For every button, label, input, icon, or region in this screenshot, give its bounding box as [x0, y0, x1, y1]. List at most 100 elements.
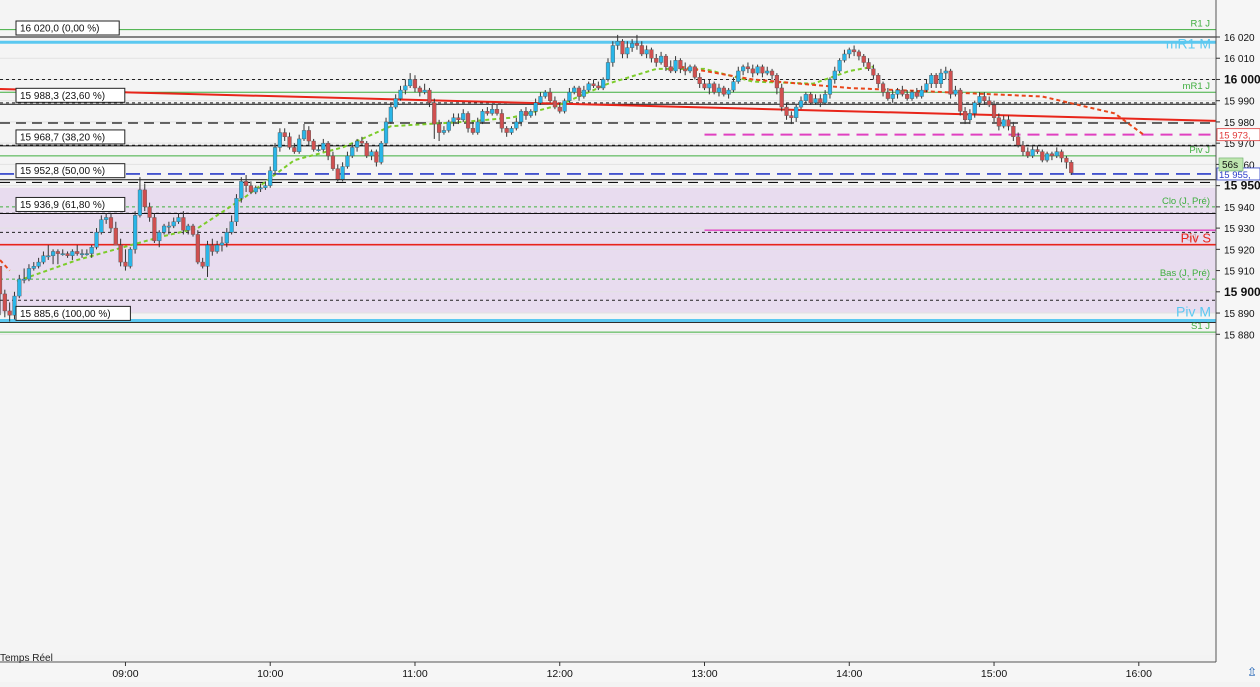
fib-label-box — [15, 129, 126, 145]
candle-body — [84, 253, 89, 255]
fib-label: 15 968,7 (38,20 %) — [20, 132, 105, 143]
candle-body — [562, 100, 567, 112]
candle-body — [258, 187, 263, 190]
candle-body — [306, 130, 311, 142]
candle-body — [1064, 157, 1069, 163]
candle-body — [1045, 153, 1050, 161]
candle-body — [89, 247, 94, 254]
candle-body — [543, 92, 548, 97]
candle-body — [769, 70, 775, 76]
countdown-label: 56s — [1222, 160, 1238, 171]
candle-body — [108, 217, 114, 229]
candle-body — [219, 242, 225, 246]
candle-body — [726, 89, 731, 95]
candle-body — [895, 89, 900, 95]
price-axis-panel — [1216, 0, 1260, 682]
y-tick-label: 15 950 — [1224, 179, 1260, 193]
green-level-label: Piv J — [1189, 145, 1210, 156]
candle-body — [634, 43, 640, 46]
candle-body — [398, 89, 403, 99]
candle-body — [393, 98, 398, 108]
candle-body — [374, 151, 379, 163]
candle-body — [104, 217, 109, 220]
candle-body — [157, 232, 162, 242]
candle-body — [354, 140, 360, 148]
candle-body — [321, 142, 326, 150]
candle-body — [118, 244, 123, 263]
pivm-label: Piv M — [1176, 303, 1211, 319]
candle-body — [248, 185, 254, 193]
candle-body — [610, 45, 615, 63]
candle-body — [639, 45, 644, 55]
candle-body — [871, 68, 876, 76]
candle-body — [818, 98, 823, 104]
candle-body — [741, 66, 746, 72]
candle-body — [263, 185, 268, 188]
candle-body — [784, 106, 789, 116]
candle-body — [827, 79, 833, 95]
candle-body — [779, 87, 784, 108]
candle-body — [422, 89, 427, 93]
candle-body — [900, 89, 905, 95]
candle-body — [335, 168, 340, 180]
x-tick-label: 10:00 — [257, 668, 283, 680]
candle-body — [244, 181, 249, 186]
candle-body — [755, 66, 760, 74]
candle-body — [962, 111, 968, 121]
fib-label-box — [15, 87, 126, 103]
candle-body — [480, 111, 485, 123]
candle-body — [147, 206, 152, 218]
candle-body — [591, 83, 596, 87]
candle-body — [475, 121, 480, 133]
candle-body — [958, 89, 963, 112]
candle-body — [552, 100, 558, 108]
candle-body — [509, 128, 514, 133]
candle-body — [514, 121, 519, 129]
candle-body — [55, 251, 60, 254]
scroll-up-icon[interactable]: ⇫ — [1247, 665, 1257, 679]
candle-body — [432, 102, 437, 125]
pivs-label: Piv S — [1181, 231, 1212, 246]
candle-body — [967, 113, 972, 121]
y-tick-label: 15 880 — [1224, 330, 1255, 341]
candle-body — [504, 128, 509, 133]
candle-body — [36, 261, 41, 267]
plot-background — [0, 0, 1216, 655]
candle-body — [75, 251, 80, 254]
candle-body — [22, 278, 27, 281]
candle-body — [239, 181, 244, 199]
candle-body — [412, 79, 418, 89]
candle-body — [408, 79, 413, 87]
candle-body — [760, 66, 765, 74]
candle-body — [808, 94, 813, 104]
y-tick-label: 16 010 — [1224, 54, 1255, 65]
candle-body — [133, 215, 138, 250]
fib-label: 15 988,3 (23,60 %) — [20, 91, 105, 102]
candle-body — [581, 89, 586, 97]
candle-body — [451, 117, 456, 123]
candle-body — [538, 96, 543, 104]
candle-body — [605, 62, 611, 80]
y-tick-label: 15 990 — [1224, 97, 1255, 108]
candle-body — [934, 75, 939, 84]
candle-body — [909, 92, 915, 99]
candle-body — [572, 87, 577, 93]
candle-body — [2, 293, 7, 312]
x-tick-label: 12:00 — [547, 668, 573, 680]
candle-body — [654, 58, 659, 63]
candle-body — [26, 268, 32, 280]
candle-body — [369, 151, 374, 157]
candle-body — [1049, 153, 1055, 157]
candle-body — [813, 98, 818, 104]
y-tick-label: 15 900 — [1224, 285, 1260, 299]
candle-body — [494, 108, 500, 114]
candle-body — [1011, 125, 1016, 137]
candle-body — [832, 70, 837, 80]
candle-body — [282, 132, 287, 137]
candle-body — [548, 92, 553, 101]
candle-body — [186, 225, 191, 231]
candle-body — [31, 266, 36, 269]
blue-price-tag: 15 955, — [1219, 170, 1251, 181]
